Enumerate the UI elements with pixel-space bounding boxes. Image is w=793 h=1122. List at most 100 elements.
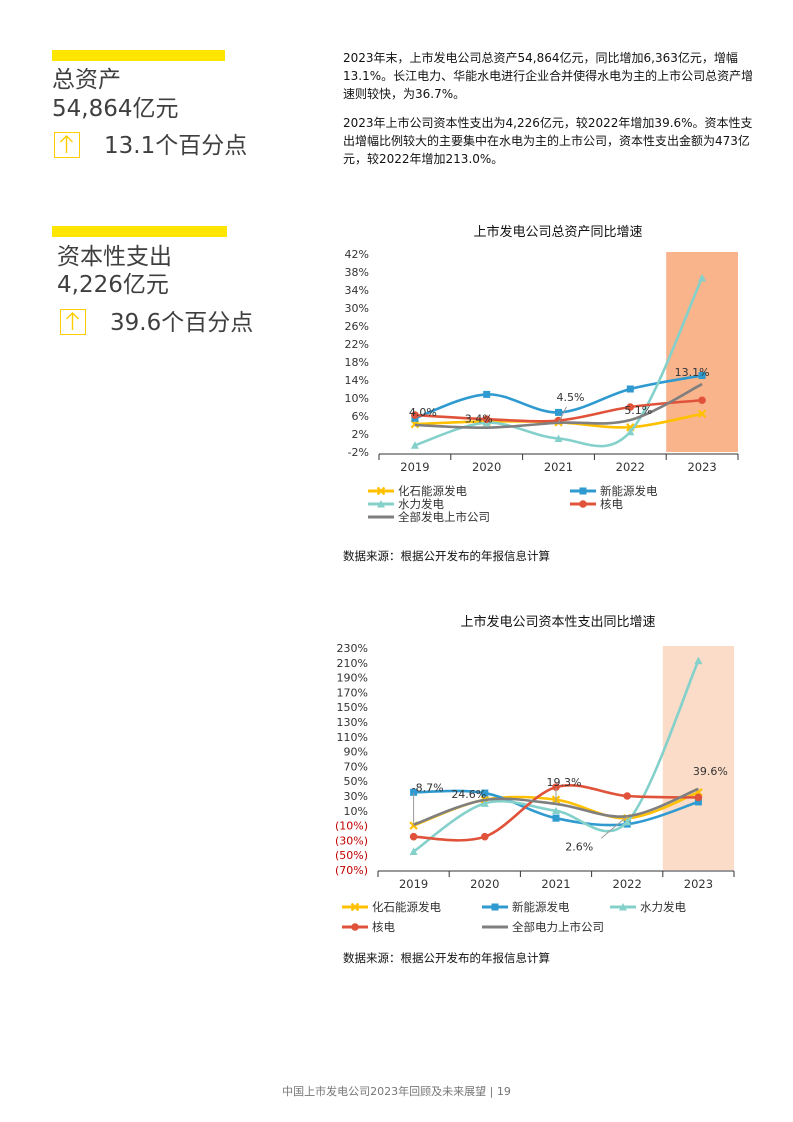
- data-point-x: [350, 902, 360, 912]
- data-point-circle: [351, 923, 359, 931]
- data-label: 4.5%: [557, 391, 585, 404]
- data-point-circle: [694, 793, 703, 802]
- y-tick-label: 30%: [345, 302, 369, 315]
- data-point-circle: [482, 415, 491, 423]
- x-tick-label: 2019: [400, 460, 429, 474]
- up-arrow-icon: [60, 309, 86, 335]
- data-point-square: [410, 788, 418, 796]
- y-tick-label: 50%: [344, 775, 368, 788]
- data-point-square: [626, 385, 634, 393]
- data-point-triangle: [552, 806, 560, 815]
- data-point-circle: [623, 792, 631, 800]
- data-point-square: [483, 390, 491, 398]
- data-point-circle: [552, 783, 560, 791]
- data-point-circle: [626, 403, 635, 411]
- kpi-value-capex: 4,226亿元: [57, 272, 169, 298]
- data-point-triangle: [619, 903, 627, 911]
- y-tick-label: -2%: [348, 446, 369, 459]
- legend-label: 核电: [600, 497, 623, 511]
- legend-label: 全部电力上市公司: [512, 920, 604, 934]
- y-tick-label: 70%: [344, 760, 368, 773]
- y-tick-label: 18%: [345, 356, 369, 369]
- y-tick-label: 190%: [337, 672, 368, 685]
- data-point-triangle: [480, 799, 489, 807]
- y-tick-label: 90%: [344, 746, 368, 759]
- data-point-square: [555, 408, 562, 416]
- y-tick-label: 22%: [345, 338, 369, 351]
- x-tick-label: 2020: [472, 460, 501, 474]
- highlight-band: [662, 646, 734, 870]
- legend-label: 核电: [372, 920, 395, 934]
- y-tick-label: 38%: [345, 266, 369, 279]
- data-label: 19.3%: [547, 776, 582, 789]
- data-point-x: [410, 419, 420, 429]
- kpi-title-total-assets: 总资产: [52, 67, 121, 93]
- y-tick-label: 10%: [345, 392, 369, 405]
- kpi-change-total-assets: 13.1个百分点: [104, 133, 248, 159]
- y-tick-label: 14%: [345, 374, 369, 387]
- source-note: 数据来源：根据公开发布的年报信息计算: [343, 549, 550, 563]
- x-tick-label: 2021: [544, 460, 573, 474]
- kpi-change-capex: 39.6个百分点: [110, 310, 254, 336]
- data-point-x: [697, 409, 707, 419]
- x-tick-label: 2023: [687, 460, 716, 474]
- y-tick-label: (50%): [335, 849, 368, 862]
- y-tick-label: 170%: [337, 686, 368, 699]
- page-number: 19: [496, 1085, 511, 1098]
- data-label: 3.4%: [465, 413, 493, 426]
- y-tick-label: 6%: [352, 410, 369, 423]
- chart-title-capex: 上市发电公司资本性支出同比增速: [460, 615, 656, 630]
- data-point-triangle: [409, 847, 418, 855]
- data-point-triangle: [554, 434, 563, 442]
- legend-label: 水力发电: [640, 900, 686, 914]
- data-point-circle: [579, 500, 587, 508]
- data-point-triangle: [623, 817, 632, 826]
- x-tick-label: 2022: [613, 877, 642, 891]
- paragraph-capex: 2023年上市公司资本性支出为4,226亿元，较2022年增加39.6%。资本性…: [343, 116, 753, 166]
- data-label: 4.0%: [409, 406, 437, 419]
- footer-separator: |: [489, 1085, 497, 1098]
- legend-label: 新能源发电: [600, 484, 658, 498]
- accent-bar-total-assets: [52, 50, 225, 61]
- y-tick-label: 30%: [344, 790, 368, 803]
- data-label: 2.6%: [565, 840, 593, 853]
- paragraph-total-assets: 2023年末，上市发电公司总资产54,864亿元，同比增加6,363亿元，增幅1…: [343, 51, 754, 101]
- source-note: 数据来源：根据公开发布的年报信息计算: [343, 951, 550, 965]
- x-tick-label: 2019: [399, 877, 428, 891]
- data-point-square: [694, 798, 702, 806]
- series-line: [413, 787, 699, 826]
- y-tick-label: 34%: [345, 284, 369, 297]
- data-point-triangle: [626, 427, 635, 436]
- y-tick-label: (70%): [335, 864, 368, 877]
- data-label: 39.6%: [693, 765, 728, 778]
- y-tick-label: 150%: [337, 701, 368, 714]
- up-arrow-icon: [54, 132, 80, 158]
- x-tick-label: 2023: [684, 877, 713, 891]
- y-tick-label: 42%: [345, 248, 369, 261]
- y-tick-label: (10%): [335, 820, 368, 833]
- data-point-circle: [698, 396, 706, 405]
- data-point-triangle: [410, 441, 419, 449]
- highlight-band: [666, 252, 738, 452]
- data-label: -8.7%: [412, 782, 444, 795]
- data-point-triangle: [377, 500, 385, 508]
- data-label: 24.6%: [451, 788, 486, 801]
- data-label: 5.1%: [624, 404, 652, 417]
- data-point-square: [579, 487, 587, 495]
- x-tick-label: 2022: [616, 460, 645, 474]
- x-tick-label: 2021: [541, 877, 570, 891]
- legend-label: 新能源发电: [512, 900, 570, 914]
- annotation-leader: [558, 406, 567, 423]
- data-point-circle: [409, 832, 418, 841]
- y-tick-label: 2%: [352, 428, 369, 441]
- chart-title-assets: 上市发电公司总资产同比增速: [473, 225, 643, 240]
- kpi-value-total-assets: 54,864亿元: [52, 96, 179, 122]
- page-footer: 中国上市发电公司2023年回顾及未来展望 | 19: [0, 1083, 793, 1099]
- legend-label: 化石能源发电: [372, 900, 441, 914]
- data-label: 13.1%: [675, 366, 710, 379]
- legend-label: 化石能源发电: [398, 484, 467, 498]
- annotation-leader: [600, 815, 628, 839]
- data-point-square: [491, 903, 499, 911]
- legend-label: 水力发电: [398, 497, 444, 511]
- y-tick-label: (30%): [335, 834, 368, 847]
